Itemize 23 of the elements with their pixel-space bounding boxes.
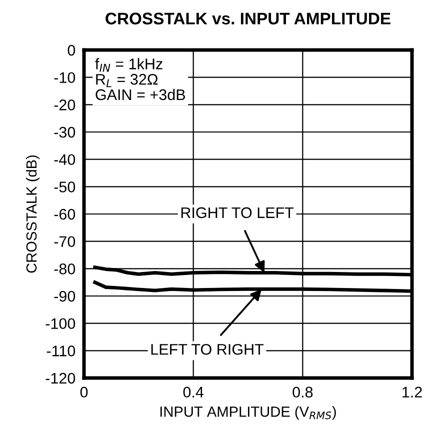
y-tick-label: -20 [54,100,76,110]
y-tick-label: -50 [54,182,76,192]
y-tick-label: -90 [54,290,76,302]
y-axis-title: CROSSTALK (dB) [26,155,40,273]
annotation: LEFT TO RIGHT [151,344,264,355]
y-tick-label: 0 [68,44,76,56]
chart-title: CROSSTALK vs. INPUT AMPLITUDE [106,12,390,24]
x-tick-label: 0 [80,386,88,398]
y-tick-label: -110 [46,346,76,356]
x-tick-label: 1.2 [402,386,422,398]
y-tick-label: -60 [54,208,76,220]
y-tick-label: -120 [46,372,76,384]
annotation: f$_{IN}$ = 1kHz R$_{L}$ = 32Ω GAIN = +3dB [95,58,185,100]
y-tick-label: -40 [54,154,76,166]
x-axis-title: INPUT AMPLITUDE (V$_{RMS}$) [160,406,336,420]
x-tick-label: 0.4 [183,386,204,398]
y-tick-label: -100 [46,318,76,330]
x-tick-label: 0.8 [292,386,313,398]
y-tick-label: -10 [54,72,76,84]
annotation: RIGHT TO LEFT [181,207,294,218]
y-tick-label: -30 [54,126,76,138]
y-tick-label: -80 [54,264,76,274]
y-tick-label: -70 [54,236,76,248]
